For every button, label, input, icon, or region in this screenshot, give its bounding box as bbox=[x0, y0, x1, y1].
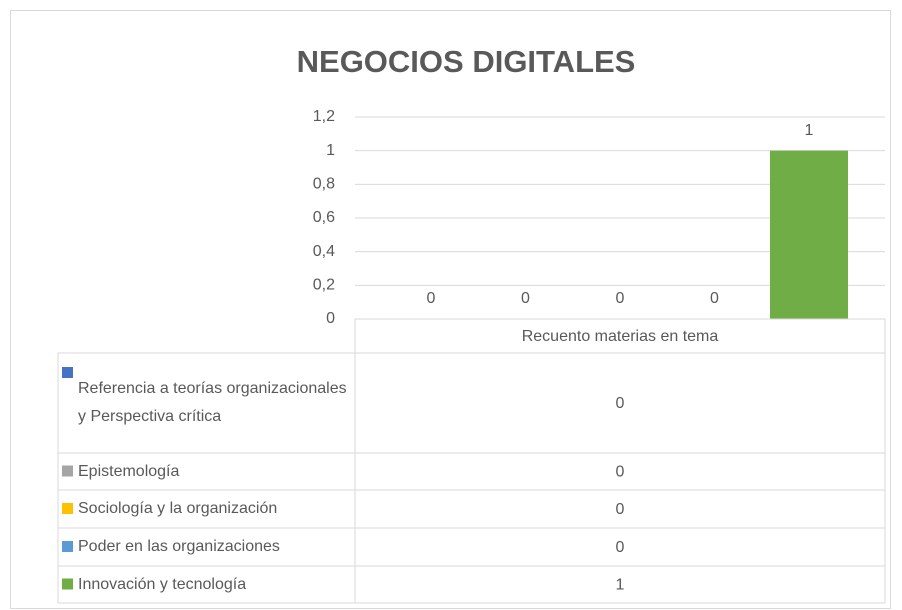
chart-frame bbox=[10, 10, 891, 609]
table-value: 1 bbox=[616, 577, 625, 594]
legend-item: Epistemología bbox=[78, 462, 180, 480]
y-tick-label: 1,2 bbox=[313, 108, 335, 125]
y-tick-label: 1 bbox=[326, 142, 335, 159]
legend-key bbox=[62, 465, 73, 477]
data-label: 0 bbox=[616, 290, 625, 307]
data-label: 0 bbox=[521, 290, 530, 307]
legend-item: Referencia a teorías organizacionales y … bbox=[78, 380, 347, 425]
legend-item: Sociología y la organización bbox=[78, 500, 278, 517]
legend-label: Referencia a teorías organizacionales y … bbox=[78, 380, 347, 425]
table-value: 0 bbox=[616, 464, 625, 481]
y-tick-label: 0,4 bbox=[313, 243, 335, 260]
data-label: 0 bbox=[427, 290, 436, 307]
y-tick-label: 0 bbox=[326, 310, 335, 327]
y-tick-label: 0,2 bbox=[313, 277, 335, 294]
y-tick-label: 0,6 bbox=[313, 209, 335, 226]
legend-label: Poder en las organizaciones bbox=[78, 538, 280, 555]
legend-key bbox=[62, 578, 73, 590]
legend-item: Poder en las organizaciones bbox=[78, 538, 280, 555]
table-value: 0 bbox=[616, 501, 625, 518]
legend-label: Sociología y la organización bbox=[78, 500, 278, 517]
legend-label: Innovación y tecnología bbox=[78, 575, 247, 593]
x-tick-label: Recuento materias en tema bbox=[522, 328, 719, 345]
legend-label: Epistemología bbox=[78, 462, 180, 480]
chart-title: NEGOCIOS DIGITALES bbox=[297, 44, 636, 79]
table-value: 0 bbox=[616, 395, 625, 412]
legend-key bbox=[62, 541, 73, 552]
y-tick-label: 0,8 bbox=[313, 176, 335, 193]
bar bbox=[770, 150, 848, 319]
data-label: 1 bbox=[805, 122, 814, 139]
data-label: 0 bbox=[710, 290, 719, 307]
table-value: 0 bbox=[616, 539, 625, 556]
legend-key bbox=[62, 367, 73, 378]
legend-key bbox=[62, 503, 73, 514]
legend-item: Innovación y tecnología bbox=[78, 575, 247, 593]
